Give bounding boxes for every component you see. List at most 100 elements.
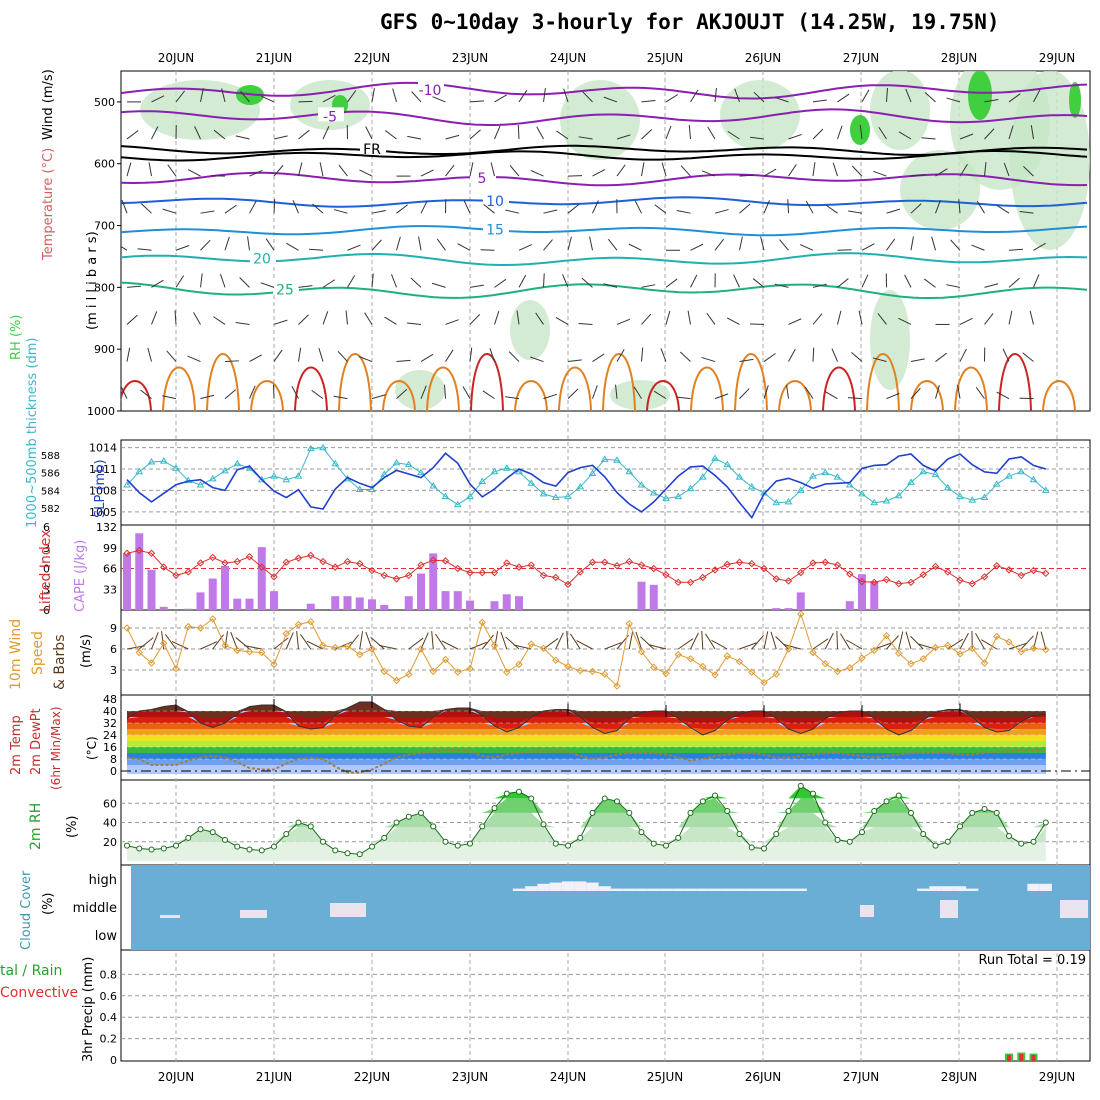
wind-tick-label: 3 <box>110 664 117 677</box>
rh-point <box>454 842 461 849</box>
wind-barb <box>365 126 373 140</box>
wind-speed-point <box>907 659 915 668</box>
wind-speed-point <box>343 642 352 650</box>
wind-barb <box>763 385 769 399</box>
wind-barb <box>483 203 495 214</box>
contour-label-bg <box>250 249 276 264</box>
date-label-top: 22JUN <box>354 51 391 65</box>
wind-barb <box>162 208 177 214</box>
cape-bar <box>159 606 168 610</box>
wind-barb-10m <box>981 639 998 650</box>
cloud-cell <box>647 888 660 891</box>
cape-bar <box>184 608 193 610</box>
thickness-point <box>184 476 193 484</box>
thickness-point <box>233 459 242 467</box>
rh-tick-label: 20 <box>103 836 117 849</box>
wind-speed-point <box>172 664 180 673</box>
temp-band-layer <box>127 717 1046 723</box>
wind-barb <box>292 200 299 214</box>
wind-barb <box>140 203 152 214</box>
wind-barb <box>935 385 940 399</box>
thickness-point <box>1017 467 1026 475</box>
rh-point <box>185 834 192 841</box>
wind-speed-point <box>895 649 903 657</box>
warm-contour <box>602 353 636 411</box>
cape-bar <box>649 584 658 610</box>
li-point <box>601 558 609 566</box>
wind-barb <box>641 99 656 103</box>
wind-barb <box>739 358 754 363</box>
contour-label-bg <box>470 169 496 184</box>
wind-barb <box>931 236 936 251</box>
li-tick-label: 6 <box>43 604 50 617</box>
wind-barb <box>121 199 128 214</box>
li-point <box>797 568 805 577</box>
rh-point <box>258 847 265 854</box>
temp-band-layer <box>127 741 1046 747</box>
wind-barb <box>739 174 754 177</box>
wind-barb <box>615 384 618 399</box>
wind-speed-point <box>723 652 731 660</box>
rh-point <box>699 798 706 805</box>
wind-speed-point <box>478 618 486 627</box>
wind-barb <box>665 125 672 140</box>
precip-tick-label: 0.8 <box>100 968 118 981</box>
wind-barb <box>616 349 625 362</box>
li-point <box>478 568 486 577</box>
rh-point <box>295 819 302 826</box>
wind-barb <box>249 169 263 177</box>
li-point <box>147 549 156 557</box>
wind-speed-point <box>576 666 584 675</box>
wind-barb <box>384 316 397 325</box>
wind-barb <box>641 347 644 362</box>
thickness-point <box>404 460 413 468</box>
li-point <box>1029 566 1038 575</box>
wind-barb-10m <box>1020 635 1034 650</box>
wind-barb <box>910 358 925 363</box>
thickness-point <box>331 459 340 467</box>
wind-barb <box>837 125 843 140</box>
slp-tick-label: 1011 <box>89 463 117 476</box>
thickness-point <box>466 492 474 500</box>
rh-shade <box>850 115 870 145</box>
contour-label-bg <box>418 80 444 95</box>
precip-tick-label: 0 <box>110 1054 117 1067</box>
rh-point <box>209 829 216 836</box>
li-tick-label: 6 <box>43 521 50 534</box>
wind-barb-10m <box>570 633 581 650</box>
wind-barb <box>616 164 626 177</box>
wind-barb-10m <box>365 631 373 650</box>
wind-barb <box>567 359 582 363</box>
dewpoint-series <box>126 749 1046 774</box>
wind-barb <box>410 277 422 288</box>
wind-barb-10m <box>235 637 250 650</box>
rh-point <box>650 840 657 847</box>
wind-barb-10m <box>200 641 218 650</box>
date-label-top: 20JUN <box>158 51 195 65</box>
rh-point <box>993 809 1000 816</box>
thickness-point <box>172 464 180 471</box>
wind-speed-point <box>184 622 192 631</box>
rh-point <box>173 842 179 849</box>
date-label-top: 21JUN <box>256 51 293 65</box>
date-label-top: 27JUN <box>843 51 880 65</box>
wind-barb <box>518 244 532 251</box>
wind-barb <box>858 310 863 325</box>
li-point <box>833 561 842 569</box>
wind-barb <box>469 100 485 103</box>
li-point <box>221 559 229 567</box>
cape-bar <box>257 547 266 610</box>
thickness-axis-label: 1000~500mb thickness (dm) <box>25 338 40 528</box>
thickness-point <box>637 481 646 488</box>
warm-contour <box>250 380 284 411</box>
wind-barb <box>851 351 863 362</box>
wind-barb <box>905 88 912 103</box>
wind-barb <box>469 129 481 140</box>
temp-tick-label: 0 <box>110 765 117 778</box>
wind-speed-point <box>588 667 597 676</box>
wind-barb <box>308 248 324 251</box>
panel-frame-3 <box>120 524 1091 611</box>
wind-barb <box>385 130 397 140</box>
wind-barb <box>898 131 912 140</box>
